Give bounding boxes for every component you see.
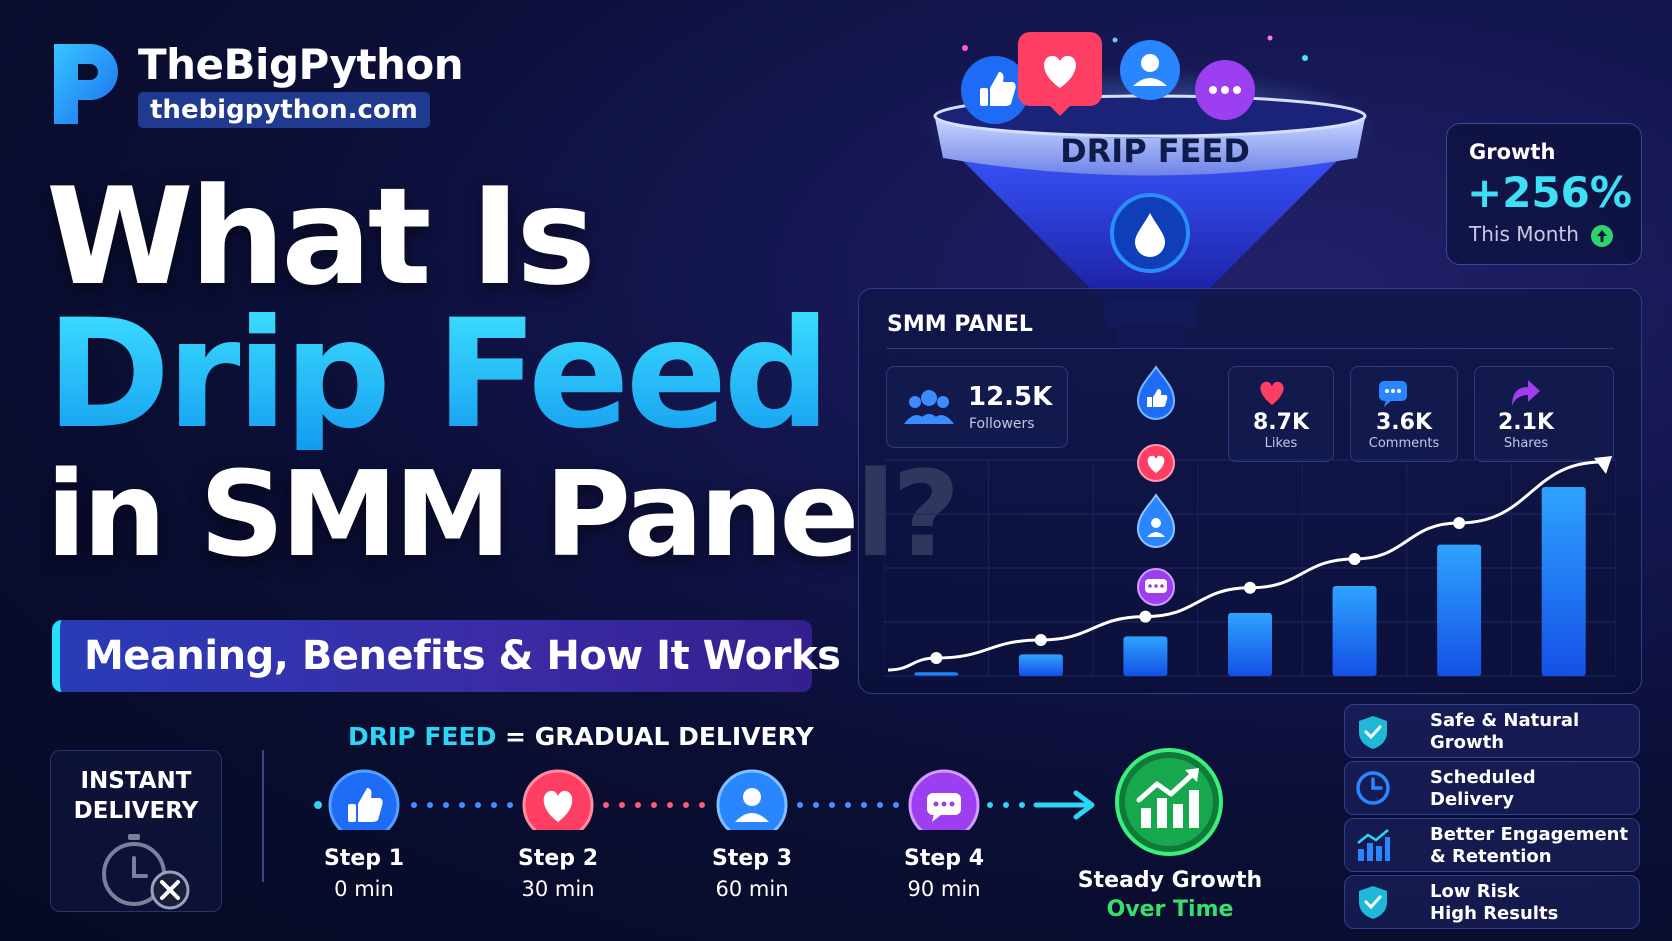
step-3-user-icon: [716, 769, 788, 830]
benefit-scheduled-text: Scheduled Delivery: [1430, 767, 1536, 810]
users-icon: [904, 390, 954, 424]
likes-label: Likes: [1264, 436, 1298, 451]
brand-url[interactable]: thebigpython.com: [138, 92, 430, 128]
steady-growth-subtitle: Over Time: [1106, 897, 1234, 922]
trend-point: [930, 652, 943, 664]
step-2-heart-icon: [522, 769, 594, 830]
growth-label: Growth: [1469, 140, 1556, 164]
step-1-thumbs-up-icon: [328, 769, 400, 830]
step-1-time: 0 min: [334, 877, 394, 901]
steady-growth-chart-icon: [1115, 748, 1223, 856]
bar-chart-icon: [1357, 829, 1390, 861]
brand-name: TheBigPython: [138, 40, 464, 89]
trend-point: [1139, 610, 1152, 623]
steps-timeline: [314, 769, 1095, 830]
comments-label: Comments: [1368, 436, 1440, 451]
drip-feed-funnel: [925, 32, 1375, 348]
followers-value: 12.5K: [968, 382, 1053, 412]
trend-point: [1453, 517, 1466, 529]
chart-bar: [1018, 654, 1063, 676]
user-drop-icon: [1136, 493, 1176, 548]
panel-divider: [886, 348, 1614, 349]
benefit-engagement-text: Better Engagement & Retention: [1430, 824, 1629, 867]
likes-stat: [1228, 366, 1334, 462]
shares-value: 2.1K: [1497, 410, 1555, 435]
chart-bar: [1332, 586, 1377, 676]
chart-bar: [914, 672, 959, 676]
benefit-low-risk: [1344, 875, 1640, 929]
drip-equation: DRIP FEED = GRADUAL DELIVERY: [348, 722, 814, 751]
chat-icon: [1195, 60, 1255, 120]
stopwatch-cancel-icon: [102, 834, 190, 910]
headline-line-2: Drip Feed: [46, 288, 831, 462]
benefit-safe-natural-text: Safe & Natural Growth: [1430, 710, 1580, 753]
growth-value: +256%: [1467, 168, 1632, 217]
headline-line-3: in SMM Panel?: [46, 445, 960, 583]
step-2-name: Step 2: [518, 846, 598, 871]
comments-value: 3.6K: [1375, 410, 1433, 435]
steady-growth-title: Steady Growth: [1077, 868, 1263, 893]
instant-delivery-card: [50, 750, 222, 912]
trend-point: [1348, 553, 1361, 565]
shares-stat: [1474, 366, 1614, 462]
chart-bar: [1228, 613, 1272, 676]
instant-delivery-label: INSTANT DELIVERY: [73, 768, 199, 824]
growth-period: This Month: [1469, 222, 1579, 246]
panel-title: SMM PANEL: [887, 312, 1033, 337]
trend-point: [1244, 581, 1256, 594]
shield-check-icon: [1359, 886, 1387, 919]
brand-logo-icon: [54, 44, 118, 124]
step-4-time: 90 min: [907, 877, 981, 901]
step-1-name: Step 1: [324, 846, 404, 871]
benefit-low-risk-text: Low Risk High Results: [1430, 881, 1559, 924]
step-3-name: Step 3: [712, 846, 792, 871]
headline-line-1: What Is: [46, 159, 596, 315]
section-divider: [262, 750, 264, 882]
thumbs-up-drop-icon: [1136, 365, 1176, 420]
clock-icon: [1356, 771, 1390, 805]
benefit-engagement: [1344, 818, 1640, 872]
likes-value: 8.7K: [1252, 410, 1310, 435]
heart-drop-icon: [1137, 444, 1175, 482]
shares-label: Shares: [1503, 436, 1549, 451]
benefit-scheduled: [1344, 761, 1640, 815]
step-3-time: 60 min: [715, 877, 789, 901]
shield-check-icon: [1359, 716, 1387, 749]
benefit-safe-natural: [1344, 704, 1640, 758]
trend-arrow-head: [1594, 456, 1612, 474]
step-4-name: Step 4: [904, 846, 984, 871]
subtitle-text: Meaning, Benefits & How It Works: [84, 633, 841, 679]
subtitle-banner: [52, 620, 812, 692]
step-2-time: 30 min: [521, 877, 595, 901]
arrow-up-icon: [1591, 225, 1613, 247]
chat-drop-icon: [1137, 568, 1175, 606]
thumbs-up-icon: [961, 56, 1029, 124]
step-4-chat-icon: [908, 769, 980, 830]
heart-icon: [1018, 32, 1102, 116]
user-icon: [1120, 40, 1180, 100]
growth-chart: [884, 456, 1616, 677]
heart-icon: [1260, 381, 1284, 405]
share-arrow-icon: [1512, 380, 1540, 406]
followers-label: Followers: [969, 416, 1035, 432]
funnel-label: DRIP FEED: [1060, 132, 1250, 170]
chart-bar: [1437, 544, 1482, 676]
drip-drops: [1136, 365, 1176, 606]
trend-point: [1034, 634, 1047, 646]
chart-bar: [1541, 487, 1586, 676]
chart-bar: [1123, 636, 1168, 676]
comment-icon: [1379, 381, 1407, 407]
